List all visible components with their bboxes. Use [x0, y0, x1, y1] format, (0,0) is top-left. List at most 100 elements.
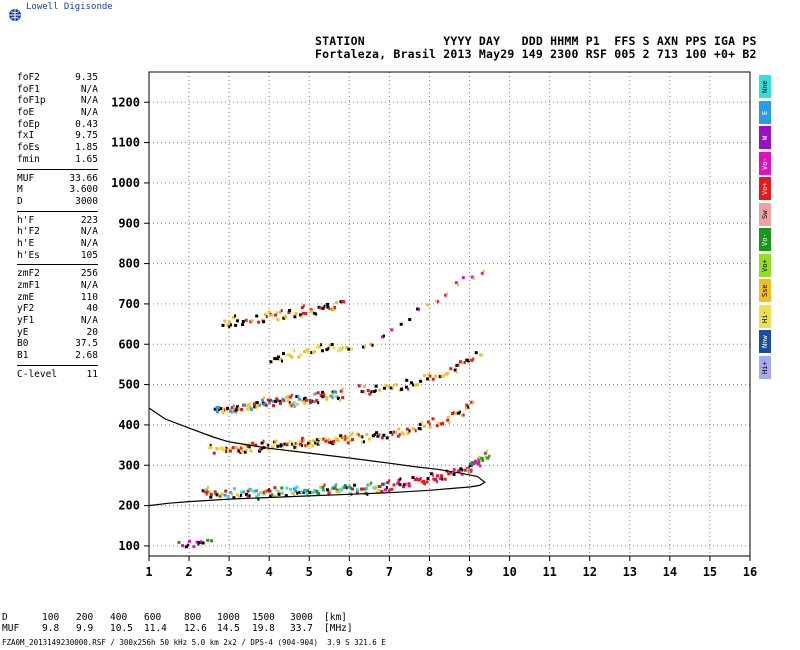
echo-point	[460, 472, 464, 476]
echo-point	[444, 293, 448, 297]
echo-point	[467, 405, 470, 409]
echo-point	[368, 483, 372, 486]
legend-label: Vo-	[761, 156, 769, 170]
parameter-value: N/A	[80, 280, 98, 291]
echo-point	[192, 545, 196, 549]
echo-point	[480, 271, 484, 275]
echo-point	[383, 482, 386, 486]
echo-point	[268, 489, 272, 493]
echo-point	[323, 392, 325, 396]
echo-point	[477, 460, 481, 464]
echo-point	[275, 397, 279, 401]
echo-point	[447, 472, 451, 476]
parameter-label: C-level	[17, 368, 58, 380]
echo-point	[432, 477, 436, 481]
echo-point	[436, 480, 438, 484]
echo-point	[485, 450, 488, 454]
parameter-row: foE N/A	[17, 107, 98, 119]
echo-point	[317, 401, 320, 405]
echo-point	[253, 405, 257, 409]
echo-point	[293, 487, 296, 491]
echo-point	[290, 393, 293, 397]
echo-point	[310, 400, 313, 404]
echo-point	[231, 492, 234, 496]
parameter-row: fxI 9.75	[17, 130, 98, 142]
echo-point	[360, 487, 363, 491]
echo-point	[431, 377, 435, 381]
echo-point	[412, 427, 416, 431]
echo-point	[306, 489, 310, 493]
echo-point	[203, 488, 206, 492]
echo-point	[319, 485, 323, 489]
muf-cell: 11.4	[144, 623, 167, 634]
parameter-label: yF1	[17, 315, 35, 327]
echo-point	[206, 485, 209, 489]
echo-point	[233, 409, 237, 413]
legend-label: Nne	[761, 80, 769, 93]
echo-point	[228, 409, 232, 413]
echo-point	[312, 350, 315, 354]
parameter-label: h'F	[17, 214, 35, 226]
echo-point	[181, 544, 185, 548]
parameter-row: zmF2 256	[17, 268, 98, 280]
echo-point	[305, 492, 309, 496]
parameter-row: h'F 223	[17, 215, 98, 227]
parameter-value: 9.35	[75, 72, 98, 83]
echo-point	[424, 482, 427, 486]
echo-point	[402, 432, 405, 436]
echo-point	[223, 447, 227, 451]
echo-point	[370, 390, 373, 394]
parameter-value: 256	[80, 268, 98, 280]
echo-point	[291, 442, 295, 446]
echo-point	[407, 482, 411, 486]
echo-point	[282, 352, 285, 356]
echo-point	[331, 442, 335, 446]
echo-point	[334, 306, 337, 310]
echo-point	[226, 495, 230, 499]
echo-point	[257, 449, 261, 453]
echo-point	[410, 381, 413, 385]
echo-point	[318, 345, 322, 349]
echo-point	[288, 401, 291, 405]
echo-point	[254, 443, 258, 447]
muf-row-name: MUF	[2, 623, 20, 634]
echo-point	[221, 323, 225, 327]
echo-point	[283, 399, 286, 403]
echo-point	[461, 361, 465, 365]
echo-point	[396, 434, 400, 438]
echo-point	[225, 448, 229, 452]
echo-point	[301, 436, 305, 440]
echo-point	[281, 359, 283, 363]
echo-point	[458, 410, 461, 414]
echo-point	[408, 318, 412, 321]
echo-point	[312, 392, 316, 396]
echo-point	[343, 484, 347, 488]
echo-point	[267, 443, 270, 447]
echo-point	[416, 383, 420, 387]
echo-point	[255, 314, 259, 318]
parameter-value: 40	[86, 303, 98, 315]
echo-point	[224, 489, 228, 493]
echo-point	[313, 311, 317, 315]
parameter-value: N/A	[80, 95, 98, 107]
echo-point	[308, 491, 312, 494]
echo-point	[272, 399, 275, 403]
echo-point	[281, 446, 284, 450]
echo-point	[303, 438, 306, 442]
echo-point	[255, 495, 259, 499]
echo-point	[419, 379, 423, 383]
echo-point	[232, 316, 236, 319]
echo-point	[351, 438, 354, 441]
echo-point	[220, 446, 224, 450]
echo-point	[343, 485, 346, 489]
echo-point	[416, 307, 420, 311]
echo-point	[340, 488, 343, 492]
echo-point	[333, 486, 337, 490]
echo-point	[314, 441, 317, 445]
echo-point	[284, 315, 288, 319]
parameter-row: h'F2 N/A	[17, 226, 98, 238]
echo-point	[227, 449, 231, 452]
echo-point	[209, 443, 212, 447]
echo-point	[405, 385, 408, 389]
